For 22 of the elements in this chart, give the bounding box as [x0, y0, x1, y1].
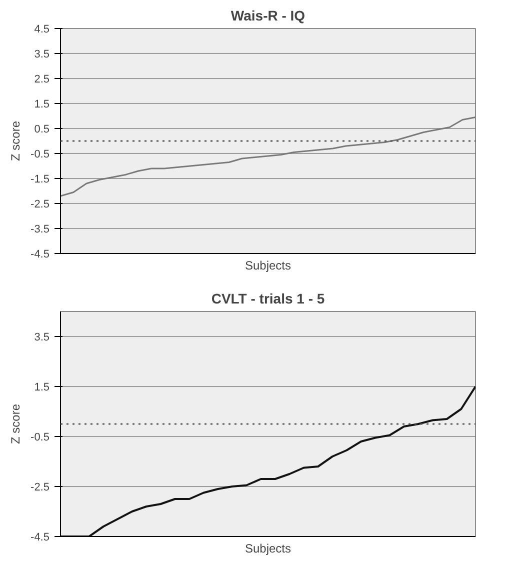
- y-axis-title: Z score: [8, 404, 23, 444]
- line-series: [60, 116, 476, 197]
- y-tick-label: 2.5: [34, 74, 50, 86]
- y-tick-label: 0.5: [34, 124, 50, 136]
- y-tick-label: 3.5: [34, 48, 50, 60]
- y-tick-label: 3.5: [34, 332, 50, 344]
- chart-title: CVLT - trials 1 - 5: [211, 290, 325, 306]
- y-tick-label: 1.5: [34, 382, 50, 394]
- y-tick-label: 1.5: [34, 98, 50, 110]
- y-tick-label: -4.5: [30, 248, 50, 260]
- chart-title: Wais-R - IQ: [230, 8, 306, 24]
- y-tick-label: -2.5: [30, 482, 50, 494]
- x-axis-title: Subjects: [244, 258, 292, 272]
- x-axis-title: Subjects: [244, 542, 292, 556]
- y-tick-label: -1.5: [30, 174, 50, 186]
- y-tick-label: -2.5: [30, 198, 50, 210]
- y-axis-title: Z score: [8, 120, 23, 162]
- y-tick-label: -4.5: [30, 532, 50, 544]
- y-tick-label: -3.5: [30, 224, 50, 236]
- y-tick-label: 4.5: [34, 24, 50, 36]
- y-tick-label: -0.5: [30, 432, 50, 444]
- y-tick-label: -0.5: [30, 148, 50, 160]
